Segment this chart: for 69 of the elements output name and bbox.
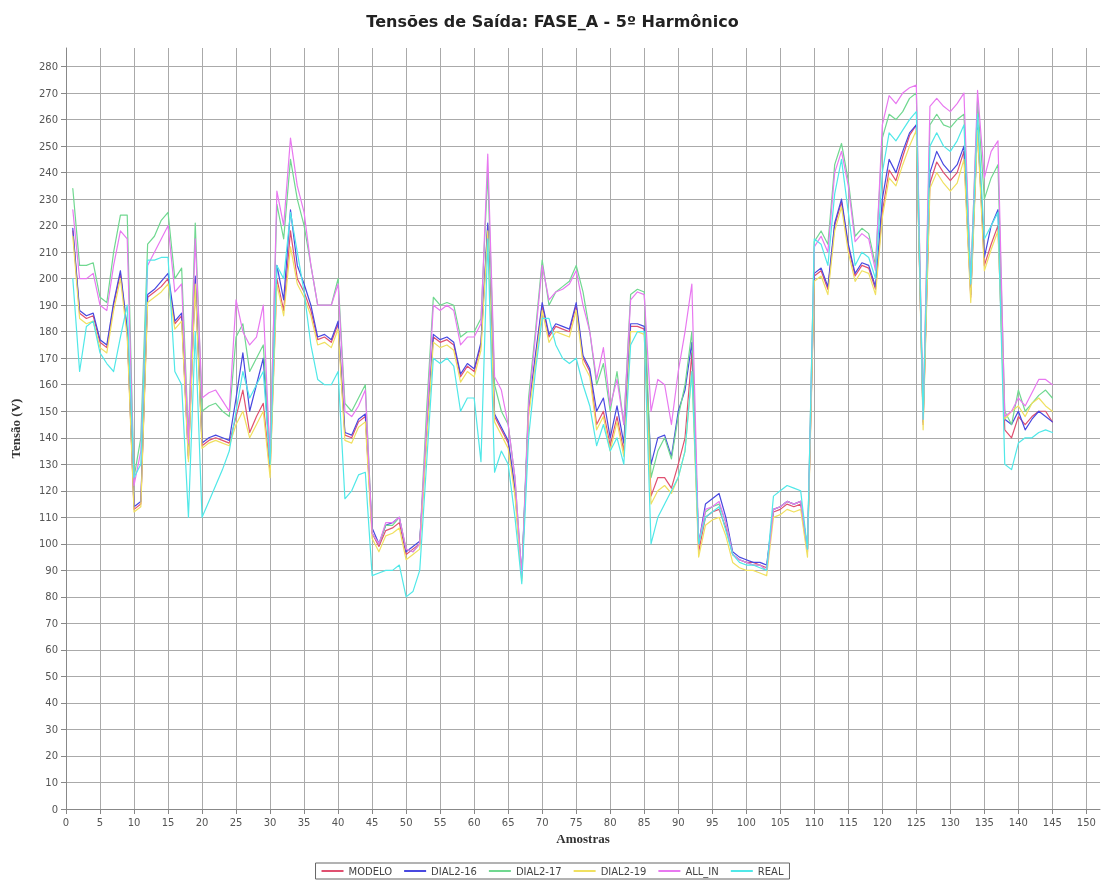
x-tick-label: 150 <box>1076 816 1096 828</box>
y-tick-label: 20 <box>45 750 58 762</box>
y-tick-label: 180 <box>38 326 58 338</box>
x-tick-label: 100 <box>736 816 756 828</box>
x-tick-label: 90 <box>671 816 685 828</box>
x-tick-label: 70 <box>535 816 549 828</box>
x-tick-label: 80 <box>603 816 617 828</box>
y-tick-label: 50 <box>45 670 58 682</box>
x-tick-label: 35 <box>297 816 311 828</box>
y-tick-label: 270 <box>38 87 58 99</box>
legend-label: DIAL2-16 <box>431 865 477 877</box>
legend-label: REAL <box>757 865 784 877</box>
y-tick-label: 230 <box>38 193 58 205</box>
x-tick-label: 120 <box>872 816 892 828</box>
legend-label: MODELO <box>348 865 393 877</box>
y-tick-label: 190 <box>38 299 58 311</box>
x-tick-label: 85 <box>637 816 651 828</box>
y-tick-label: 120 <box>38 485 58 497</box>
x-tick-label: 25 <box>229 816 243 828</box>
y-tick-label: 170 <box>38 352 58 364</box>
y-tick-label: 250 <box>38 140 58 152</box>
y-tick-label: 30 <box>45 723 58 735</box>
y-tick-label: 70 <box>45 617 58 629</box>
x-tick-label: 20 <box>195 816 209 828</box>
y-tick-label: 160 <box>38 379 58 391</box>
chart-title: Tensões de Saída: FASE_A - 5º Harmônico <box>366 11 739 31</box>
x-tick-label: 130 <box>940 816 960 828</box>
x-tick-label: 55 <box>433 816 447 828</box>
y-tick-label: 150 <box>38 405 58 417</box>
x-tick-label: 145 <box>1042 816 1062 828</box>
y-tick-label: 90 <box>45 564 58 576</box>
y-tick-label: 200 <box>38 273 58 285</box>
x-tick-label: 95 <box>705 816 719 828</box>
x-tick-label: 75 <box>569 816 583 828</box>
x-tick-label: 10 <box>127 816 141 828</box>
x-tick-label: 45 <box>365 816 379 828</box>
x-tick-label: 125 <box>906 816 926 828</box>
x-axis-title: Amostras <box>556 830 610 846</box>
y-axis-title: Tensão (V) <box>8 398 23 459</box>
y-tick-label: 210 <box>38 246 58 258</box>
x-tick-label: 135 <box>974 816 994 828</box>
x-tick-label: 30 <box>263 816 277 828</box>
legend-label: DIAL2-19 <box>600 865 647 877</box>
y-tick-label: 10 <box>45 776 58 788</box>
y-tick-label: 240 <box>38 167 58 179</box>
y-tick-label: 0 <box>51 803 58 815</box>
y-tick-label: 280 <box>38 61 58 73</box>
y-tick-label: 100 <box>38 538 58 550</box>
x-tick-label: 110 <box>804 816 824 828</box>
y-tick-label: 40 <box>45 697 58 709</box>
x-tick-label: 15 <box>161 816 175 828</box>
x-tick-label: 0 <box>62 816 70 828</box>
x-tick-label: 140 <box>1008 816 1028 828</box>
x-tick-label: 65 <box>501 816 515 828</box>
x-tick-label: 5 <box>96 816 104 828</box>
x-tick-label: 50 <box>399 816 413 828</box>
y-tick-label: 110 <box>38 511 58 523</box>
y-tick-label: 60 <box>45 644 58 656</box>
legend-label: DIAL2-17 <box>515 865 562 877</box>
y-tick-label: 220 <box>38 220 58 232</box>
x-tick-label: 105 <box>770 816 790 828</box>
legend-label: ALL_IN <box>685 865 719 878</box>
x-tick-label: 40 <box>331 816 345 828</box>
y-tick-label: 260 <box>38 114 58 126</box>
y-tick-label: 130 <box>38 458 58 470</box>
y-tick-label: 80 <box>45 591 58 603</box>
x-tick-label: 115 <box>838 816 858 828</box>
y-tick-label: 140 <box>38 432 58 444</box>
x-tick-label: 60 <box>467 816 481 828</box>
